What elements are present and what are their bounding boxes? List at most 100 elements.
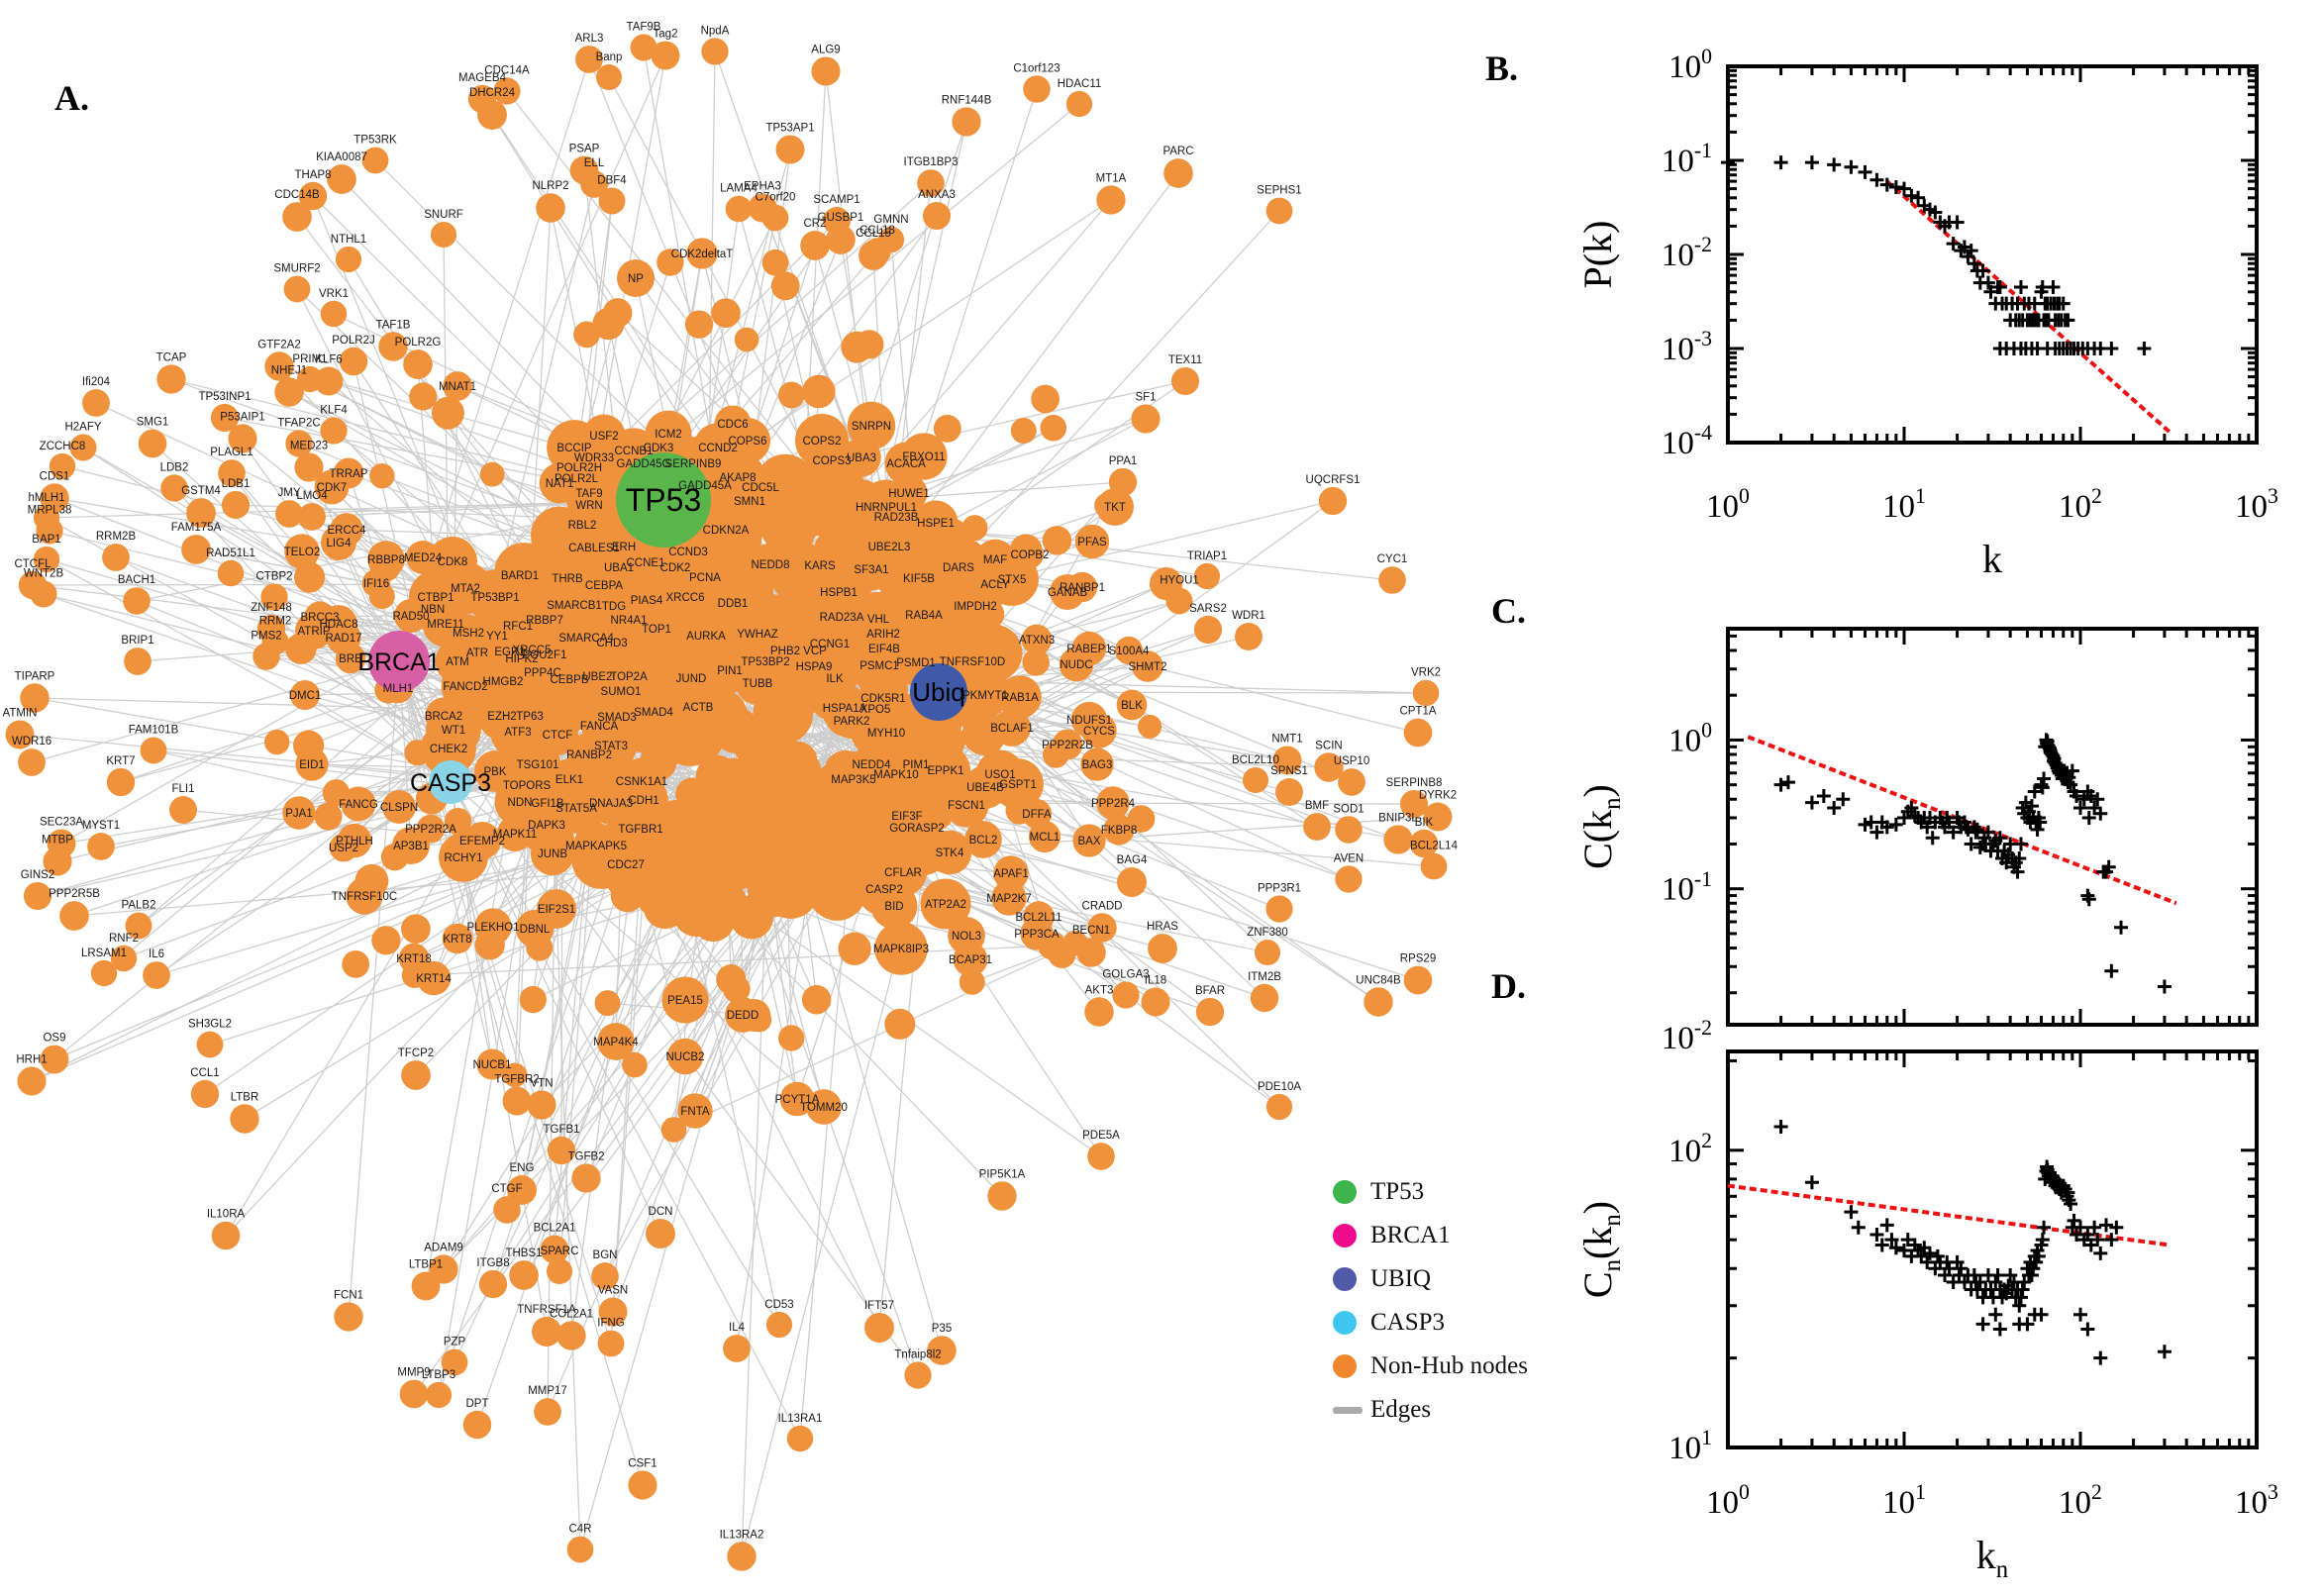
network-node (102, 544, 130, 571)
tspan: 10 (1662, 872, 1694, 908)
network-filler-node (711, 298, 741, 328)
network-node (330, 513, 363, 547)
tspan: (k (1575, 1227, 1620, 1259)
network-node-label: PBK (483, 766, 506, 778)
tspan: 10 (1668, 50, 1701, 85)
scatter-point-d (2093, 1350, 2108, 1365)
network-node-label: CEBPB (551, 674, 589, 686)
network-node-label: PPP2R5B (49, 888, 100, 900)
network-node-label: MED24 (404, 552, 443, 564)
network-node (532, 1317, 561, 1347)
tspan: n (1996, 1556, 2009, 1583)
network-node (952, 107, 981, 137)
network-node-label: SMN1 (734, 496, 765, 508)
network-node-label: S100A4 (1109, 646, 1151, 657)
network-node-label: SMURF2 (273, 263, 320, 275)
network-node (339, 347, 368, 376)
network-filler-node (756, 833, 808, 884)
network-node-label: TOP1 (642, 624, 671, 636)
scatter-point-c (2090, 792, 2105, 807)
network-node (260, 583, 288, 611)
network-node-label: BNIP3L (1378, 812, 1418, 824)
network-node-label: TP53INP1 (198, 391, 251, 403)
network-filler-node (718, 843, 764, 889)
network-node-label: DBF4 (597, 174, 627, 186)
network-node-label: TOP2A (610, 671, 648, 683)
network-node-label: CEBPA (585, 580, 623, 592)
scatter-point-d (2109, 1220, 2124, 1235)
network-node (604, 843, 648, 886)
tspan: ) (1575, 784, 1620, 797)
network-node (361, 147, 389, 174)
network-node-label: TNFRSF10D (940, 656, 1005, 668)
network-node (870, 882, 918, 930)
network-node (1163, 158, 1193, 188)
network-node (228, 424, 257, 453)
tspan: -2 (1694, 1016, 1712, 1040)
tspan: 3 (2268, 1480, 2278, 1504)
network-node-label: EFEMP2 (459, 836, 505, 848)
network-node (221, 490, 251, 520)
network-node (634, 606, 679, 651)
network-node (1412, 679, 1440, 707)
scatter-point-d (1988, 1307, 2003, 1322)
network-node-label: EPHA3 (744, 180, 781, 192)
network-node-label: XRCC5 (513, 645, 552, 656)
network-node-label: CSNK1A1 (616, 776, 667, 788)
network-node-label: PPA1 (1109, 455, 1138, 467)
network-node (701, 38, 729, 65)
legend-node-swatch (1333, 1224, 1357, 1247)
network-node-label: GSTM4 (181, 485, 221, 497)
network-node (138, 429, 167, 458)
tspan: 10 (1882, 489, 1915, 525)
network-node-label: SF1 (1135, 391, 1156, 403)
legend-node-swatch (1333, 1311, 1357, 1335)
network-node-label: DAPK3 (528, 820, 565, 832)
network-node-label: RFC1 (503, 621, 533, 633)
network-node-label: COPS3 (813, 455, 852, 467)
network-node-label: SMAD4 (634, 707, 673, 719)
network-node (274, 377, 304, 407)
scatter-point-c (1827, 800, 1842, 815)
tspan: 10 (1668, 1431, 1701, 1466)
network-node (927, 830, 972, 875)
network-node (294, 452, 324, 482)
y-tick-label-b: 10-3 (1662, 327, 1712, 367)
network-node (230, 1104, 259, 1134)
scatter-point-b (1950, 215, 1965, 230)
network-node-label: UNC84B (1356, 974, 1401, 986)
network-node (283, 275, 311, 303)
network-node-label: NMT1 (1271, 733, 1302, 745)
scatter-point-c (1804, 795, 1819, 810)
network-node (18, 748, 46, 776)
network-node (651, 41, 680, 70)
network-node-label: TOPORS (503, 780, 552, 792)
network-filler-node (1010, 418, 1037, 444)
network-node (477, 100, 507, 130)
network-node (811, 56, 841, 86)
network-node (952, 641, 993, 682)
tspan: 10 (2235, 1485, 2268, 1521)
network-node (820, 683, 869, 733)
scatter-point-c (1836, 792, 1851, 807)
network-node-label: PPP2R2A (405, 824, 456, 836)
network-node (110, 945, 138, 972)
network-node (630, 34, 657, 61)
network-node-label: CCNB1 (615, 446, 654, 457)
network-node-label: CDK3 (644, 443, 674, 454)
network-node (725, 997, 760, 1033)
network-filler-node (479, 461, 505, 487)
scatter-point-b (1946, 237, 1961, 251)
network-node-label: KRT7 (106, 755, 135, 767)
network-filler-node (369, 462, 395, 489)
scatter-point-d (1844, 1205, 1859, 1220)
network-filler-node (884, 1008, 916, 1040)
tspan: n (1599, 1214, 1626, 1227)
network-node (1081, 713, 1117, 748)
network-node (842, 438, 881, 477)
tspan: -4 (1694, 421, 1712, 445)
network-node-label: TKT (1104, 502, 1126, 514)
network-edge (46, 558, 452, 783)
network-node-label: FAM175A (171, 522, 222, 534)
